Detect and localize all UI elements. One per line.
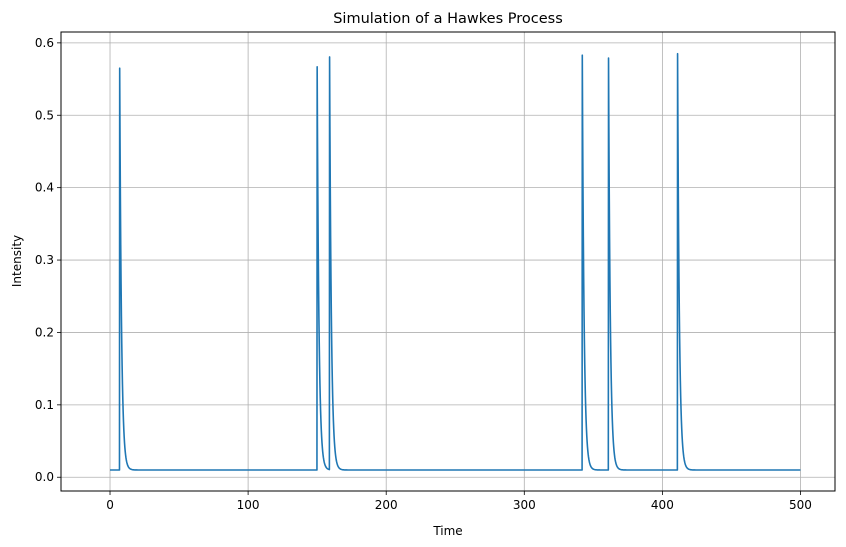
x-tick-label: 500 <box>789 498 812 512</box>
y-axis-label: Intensity <box>10 235 24 287</box>
x-axis-label: Time <box>432 524 462 538</box>
x-tick-label: 400 <box>651 498 674 512</box>
x-tick-label: 0 <box>106 498 114 512</box>
y-tick-label: 0.4 <box>35 181 54 195</box>
plot-area <box>109 52 801 471</box>
y-tick-label: 0.0 <box>35 470 54 484</box>
y-tick-label: 0.1 <box>35 398 54 412</box>
intensity-series-line <box>109 52 801 471</box>
x-tick-label: 300 <box>513 498 536 512</box>
y-tick-label: 0.2 <box>35 325 54 339</box>
chart-title: Simulation of a Hawkes Process <box>333 11 563 27</box>
axes-frame <box>60 31 836 492</box>
y-tick-label: 0.5 <box>35 108 54 122</box>
grid-lines <box>61 32 835 491</box>
x-tick-label: 100 <box>237 498 260 512</box>
x-axis-ticks: 0 100 200 300 400 500 <box>106 491 812 512</box>
y-tick-label: 0.6 <box>35 36 54 50</box>
y-tick-label: 0.3 <box>35 253 54 267</box>
y-axis-ticks: 0.0 0.1 0.2 0.3 0.4 0.5 0.6 <box>35 36 61 484</box>
x-tick-label: 200 <box>375 498 398 512</box>
